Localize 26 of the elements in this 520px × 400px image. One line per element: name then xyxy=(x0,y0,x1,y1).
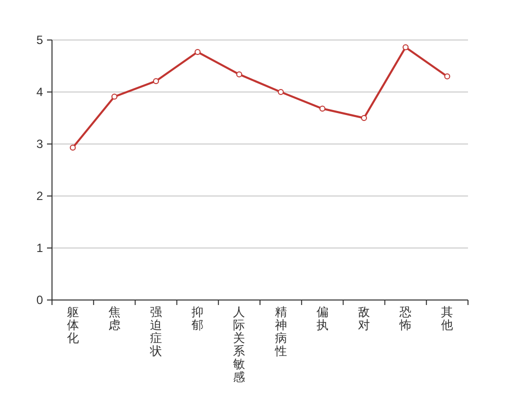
point xyxy=(361,115,367,121)
x-tick-label: 敌对 xyxy=(358,305,370,332)
point xyxy=(111,94,118,100)
x-tick-label: 其他 xyxy=(441,305,454,332)
x-tick-label: 人际关系敏感 xyxy=(233,305,246,384)
y-tick-label: 4 xyxy=(36,85,44,99)
y-tick-label: 3 xyxy=(36,137,44,151)
x-tick-label: 躯体化 xyxy=(66,305,79,345)
x-tick-label: 抑郁 xyxy=(192,305,204,332)
x-tick-label: 偏执 xyxy=(316,305,328,332)
point xyxy=(319,106,326,112)
y-tick-label: 1 xyxy=(36,241,44,255)
y-tick-label: 5 xyxy=(36,33,44,47)
x-tick-label: 焦虑 xyxy=(108,305,120,332)
x-tick-label: 强迫症状 xyxy=(149,305,162,358)
point xyxy=(278,89,284,95)
x-tick-label: 精神病性 xyxy=(274,305,287,358)
point xyxy=(402,44,409,50)
point xyxy=(153,78,159,84)
point xyxy=(70,144,76,151)
point xyxy=(194,48,201,55)
y-tick-label: 2 xyxy=(36,189,44,203)
x-tick-label: 恐怖 xyxy=(398,305,412,332)
point xyxy=(444,73,450,80)
point xyxy=(236,71,242,78)
y-tick-label: 0 xyxy=(36,293,44,307)
